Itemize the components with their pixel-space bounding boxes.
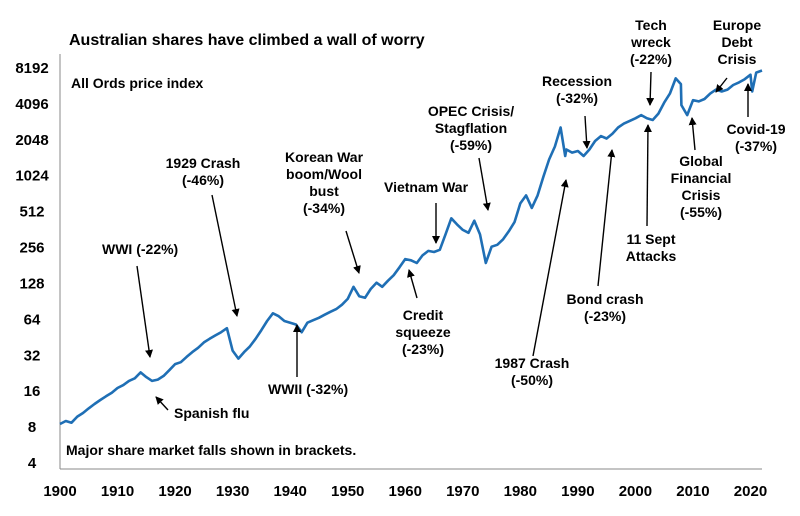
y-tick-label: 4096 [15, 96, 48, 113]
annotation-text: bust [309, 183, 339, 199]
annotation-arrow [211, 194, 240, 317]
annotation-text: Vietnam War [384, 179, 469, 195]
annotation-text: (-50%) [511, 372, 553, 388]
annotation-text: 11 Sept [626, 231, 675, 247]
annotation-arrow [643, 124, 652, 227]
annotation-vietnam-war: Vietnam War [384, 179, 469, 244]
annotation-text: Credit [403, 307, 444, 323]
annotation-text: WWII (-32%) [268, 381, 348, 397]
annotation-wwi: WWI (-22%) [102, 241, 178, 358]
annotation-text: Spanish flu [174, 405, 249, 421]
annotation-text: (-55%) [680, 204, 722, 220]
y-tick-label: 32 [24, 347, 41, 364]
annotation-text: Crisis [682, 187, 721, 203]
y-tick-label: 64 [24, 311, 41, 328]
x-tick-label: 1920 [158, 483, 191, 500]
annotation-text: Financial [671, 170, 732, 186]
annotation-text: boom/Wool [286, 166, 362, 182]
y-tick-label: 8 [28, 419, 36, 436]
annotation-text: OPEC Crisis/ [428, 103, 514, 119]
annotation-arrow [345, 230, 361, 274]
annotation-text: Covid-19 [726, 121, 785, 137]
chart-title: Australian shares have climbed a wall of… [69, 32, 425, 49]
x-tick-label: 1940 [273, 483, 306, 500]
annotation-text: WWI (-22%) [102, 241, 178, 257]
annotation-bond-crash: Bond crash(-23%) [566, 149, 644, 324]
x-tick-label: 1970 [446, 483, 479, 500]
annotation-text: Korean War [285, 149, 364, 165]
annotation-text: 1987 Crash [495, 355, 570, 371]
annotation-arrow [532, 179, 569, 357]
annotation-text: Crisis [718, 51, 757, 67]
x-tick-label: 1900 [43, 483, 76, 500]
annotation-recession: Recession(-32%) [542, 73, 612, 149]
annotation-arrow [155, 396, 169, 411]
y-tick-label: 16 [24, 383, 41, 400]
y-tick-label: 512 [19, 204, 44, 221]
chart-footnote: Major share market falls shown in bracke… [66, 442, 356, 458]
annotation-arrow [688, 117, 697, 151]
x-tick-label: 2010 [676, 483, 709, 500]
y-tick-label: 128 [19, 275, 44, 292]
annotation-text: Debt [721, 34, 752, 50]
annotation-text: Bond crash [566, 291, 643, 307]
annotation-text: Global [679, 153, 723, 169]
annotation-text: Europe [713, 17, 761, 33]
annotation-wwii: WWII (-32%) [268, 324, 348, 397]
annotation-text: Stagflation [435, 120, 507, 136]
x-tick-label: 1910 [101, 483, 134, 500]
x-tick-labels: 1900 1910 1920 1930 1940 1950 1960 1970 1980 1990… [43, 483, 767, 500]
x-tick-label: 1930 [216, 483, 249, 500]
annotation-opec: OPEC Crisis/Stagflation(-59%) [428, 103, 514, 211]
y-tick-label: 256 [19, 240, 44, 257]
annotation-text: Attacks [626, 248, 677, 264]
axes [59, 54, 762, 470]
series-line [59, 69, 763, 426]
annotation-arrow [646, 71, 655, 106]
annotation-covid: Covid-19(-37%) [726, 83, 786, 154]
y-tick-label: 2048 [15, 132, 48, 149]
annotation-text: (-22%) [630, 51, 672, 67]
x-tick-label: 2020 [734, 483, 767, 500]
annotation-text: squeeze [395, 324, 450, 340]
x-tick-label: 1950 [331, 483, 364, 500]
annotation-text: Tech [635, 17, 667, 33]
annotation-arrow [478, 157, 491, 211]
annotation-text: (-37%) [735, 138, 777, 154]
annotation-arrow [136, 265, 153, 358]
y-tick-label: 4 [28, 455, 37, 472]
x-tick-label: 1990 [561, 483, 594, 500]
annotation-crash-1929: 1929 Crash(-46%) [166, 155, 241, 317]
annotation-crash-1987: 1987 Crash(-50%) [495, 179, 570, 388]
annotation-spanish-flu: Spanish flu [155, 396, 249, 421]
annotation-text: (-59%) [450, 137, 492, 153]
annotation-arrow [715, 77, 728, 93]
annotation-text: (-34%) [303, 200, 345, 216]
x-tick-label: 1980 [504, 483, 537, 500]
annotation-text: wreck [630, 34, 671, 50]
annotation-arrow [597, 149, 616, 287]
annotations: WWI (-22%) Spanish flu 1929 Crash(-46%) WWI… [102, 17, 786, 421]
annotation-text: (-23%) [584, 308, 626, 324]
chart-subtitle: All Ords price index [71, 75, 203, 91]
y-tick-labels: 8192 4096 2048 1024 512 256 128 64 32 16 8 4 [15, 60, 49, 472]
annotation-text: (-32%) [556, 90, 598, 106]
annotation-text: (-23%) [402, 341, 444, 357]
annotation-text: (-46%) [182, 172, 224, 188]
x-tick-label: 2000 [619, 483, 652, 500]
annotation-arrow [407, 269, 418, 299]
annotation-text: Recession [542, 73, 612, 89]
y-tick-label: 1024 [15, 168, 49, 185]
annotation-arrow [582, 115, 591, 149]
x-tick-label: 1960 [389, 483, 422, 500]
y-tick-label: 8192 [15, 60, 48, 77]
annotation-text: 1929 Crash [166, 155, 241, 171]
